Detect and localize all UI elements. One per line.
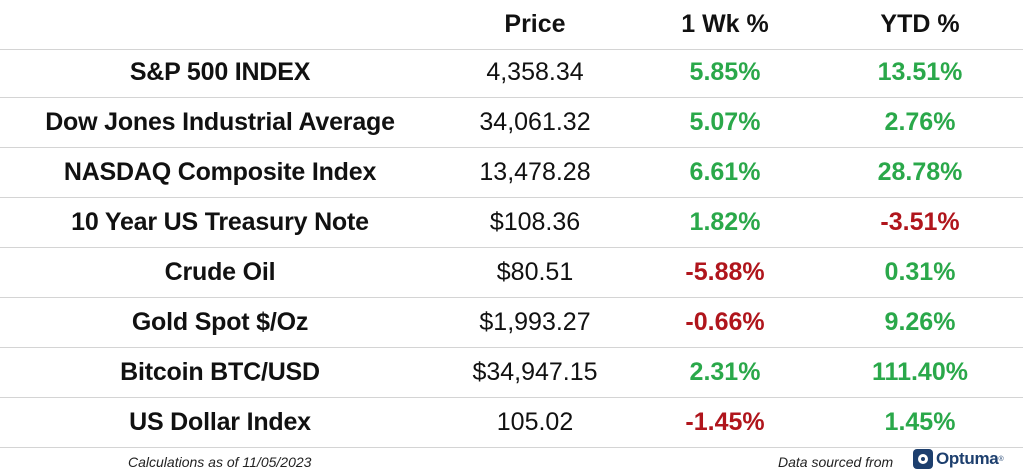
row-ytd-change: 0.31% bbox=[884, 258, 956, 286]
table-row: Dow Jones Industrial Average 34,061.32 5.0… bbox=[0, 98, 1023, 148]
calculation-date-note: Calculations as of 11/05/2023 bbox=[128, 454, 312, 470]
row-name: US Dollar Index bbox=[129, 408, 311, 436]
row-week-change: 5.07% bbox=[689, 108, 761, 136]
row-week-change: 2.31% bbox=[689, 358, 761, 386]
table-row: NASDAQ Composite Index 13,478.28 6.61% 28.7… bbox=[0, 148, 1023, 198]
logo-trademark: ® bbox=[998, 455, 1004, 463]
row-name: S&P 500 INDEX bbox=[129, 58, 311, 86]
header-week: 1 Wk % bbox=[681, 10, 769, 38]
row-price: 13,478.28 bbox=[479, 158, 591, 186]
row-week-change: 5.85% bbox=[689, 58, 761, 86]
row-name: Bitcoin BTC/USD bbox=[120, 358, 320, 386]
row-ytd-change: 28.78% bbox=[877, 158, 963, 186]
row-name: Crude Oil bbox=[164, 258, 276, 286]
row-name: Gold Spot $/Oz bbox=[131, 308, 309, 336]
row-ytd-change: 2.76% bbox=[884, 108, 956, 136]
table-row: S&P 500 INDEX 4,358.34 5.85% 13.51% bbox=[0, 48, 1023, 98]
row-name: Dow Jones Industrial Average bbox=[45, 108, 395, 136]
table-row: US Dollar Index 105.02 -1.45% 1.45% bbox=[0, 398, 1023, 448]
optuma-logo-icon bbox=[913, 449, 933, 469]
row-name: NASDAQ Composite Index bbox=[63, 158, 377, 186]
row-price: $34,947.15 bbox=[472, 358, 598, 386]
footer: Calculations as of 11/05/2023 Data sourc… bbox=[0, 446, 1023, 474]
row-price: $108.36 bbox=[489, 208, 581, 236]
row-week-change: -5.88% bbox=[685, 258, 765, 286]
row-week-change: -0.66% bbox=[685, 308, 765, 336]
row-price: $1,993.27 bbox=[479, 308, 591, 336]
row-ytd-change: 13.51% bbox=[877, 58, 963, 86]
optuma-logo: Optuma ® bbox=[913, 449, 1004, 469]
table-row: 10 Year US Treasury Note $108.36 1.82% -3.5… bbox=[0, 198, 1023, 248]
row-ytd-change: -3.51% bbox=[880, 208, 960, 236]
row-price: 34,061.32 bbox=[479, 108, 591, 136]
header-ytd: YTD % bbox=[880, 10, 960, 38]
row-price: $80.51 bbox=[496, 258, 574, 286]
row-ytd-change: 111.40% bbox=[872, 358, 968, 386]
data-source-note: Data sourced from bbox=[778, 454, 894, 470]
row-week-change: 1.82% bbox=[689, 208, 761, 236]
header-price: Price bbox=[504, 10, 566, 38]
logo-text: Optuma bbox=[936, 449, 999, 468]
row-ytd-change: 9.26% bbox=[884, 308, 956, 336]
table-row: Gold Spot $/Oz $1,993.27 -0.66% 9.26% bbox=[0, 298, 1023, 348]
table-row: Bitcoin BTC/USD $34,947.15 2.31% 111.40% bbox=[0, 348, 1023, 398]
row-week-change: 6.61% bbox=[689, 158, 761, 186]
table-header: Price 1 Wk % YTD % bbox=[0, 0, 1023, 50]
row-price: 105.02 bbox=[496, 408, 574, 436]
row-ytd-change: 1.45% bbox=[884, 408, 956, 436]
row-name: 10 Year US Treasury Note bbox=[71, 208, 369, 236]
row-price: 4,358.34 bbox=[486, 58, 584, 86]
table-row: Crude Oil $80.51 -5.88% 0.31% bbox=[0, 248, 1023, 298]
row-week-change: -1.45% bbox=[685, 408, 765, 436]
